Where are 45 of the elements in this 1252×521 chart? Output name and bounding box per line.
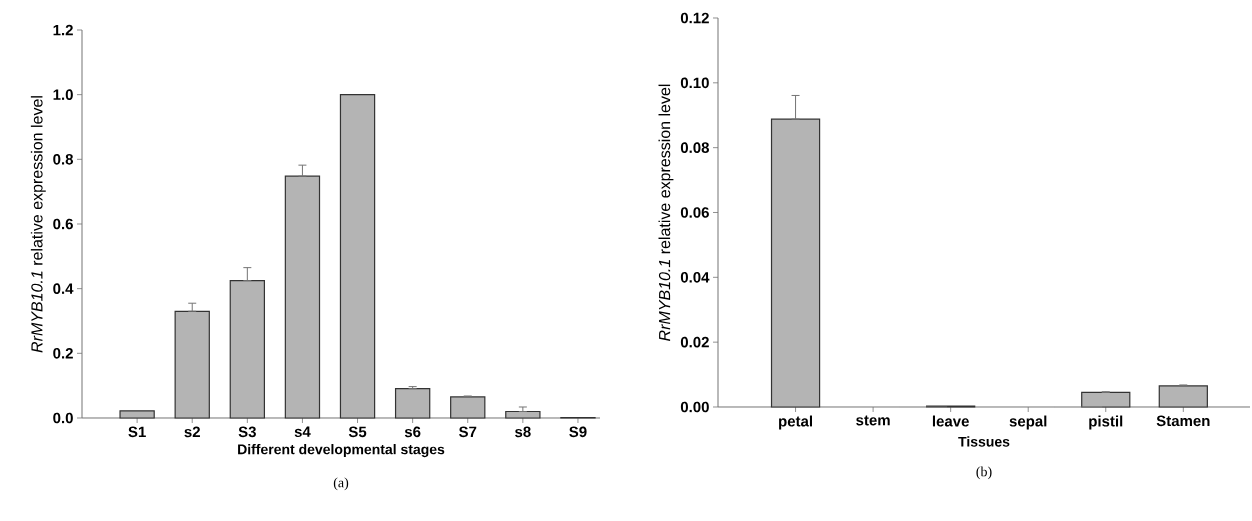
x-tick-label: s6 [404, 426, 421, 438]
y-tick-label: 0.4 [53, 283, 74, 294]
x-tick-label: petal [779, 415, 812, 430]
x-tick-label: Stamen [1156, 415, 1210, 427]
x-tick-label: stem [856, 415, 890, 426]
bar [1158, 385, 1208, 408]
text: (a) [333, 477, 349, 491]
y-tick-label: 1.0 [53, 89, 73, 100]
y-tick-label: 0.8 [53, 154, 74, 165]
y-tick-label: 0.0 [53, 412, 73, 424]
bar [505, 410, 541, 419]
x-tick-label: S7 [459, 426, 477, 438]
y-tick-label: 0.04 [680, 272, 710, 283]
bar [119, 410, 155, 419]
y-tick-label: 0.6 [53, 218, 73, 230]
x-tick-label: S9 [569, 426, 587, 438]
bar [450, 396, 486, 419]
x-tick-label: sepal [1009, 415, 1047, 430]
y-tick-label: 0.00 [680, 401, 709, 413]
x-tick-label: pistil [1089, 415, 1123, 430]
x-tick-label: S3 [238, 426, 256, 438]
bar [394, 387, 431, 419]
x-tick-label: s8 [515, 426, 531, 438]
y-tick-label: 0.06 [680, 207, 709, 218]
y-axis-title: RrMYB10.1 relative expression level [30, 96, 46, 353]
x-tick-label: S1 [128, 426, 146, 438]
y-tick-label: 1.2 [53, 24, 73, 36]
y-tick-label: 0.2 [53, 348, 73, 359]
x-tick-label: leave [932, 415, 969, 427]
y-tick-label: 0.08 [680, 142, 709, 153]
y-tick-label: 0.02 [680, 336, 709, 348]
bar [284, 175, 321, 419]
y-axis-title: RrMYB10.1 relative expression level [658, 84, 674, 341]
x-axis-title: Different developmental stages [238, 444, 445, 458]
x-axis-title: Tissues [958, 436, 1010, 447]
x-tick-label: s4 [294, 426, 311, 437]
x-tick-label: S5 [348, 426, 367, 438]
text: (b) [976, 466, 992, 480]
bar [339, 94, 376, 419]
bar [229, 279, 266, 419]
x-tick-label: s2 [184, 426, 200, 438]
bar [770, 118, 821, 408]
y-tick-label: 0.10 [680, 77, 709, 89]
y-tick-label: 0.12 [680, 12, 709, 24]
bar [174, 310, 210, 419]
